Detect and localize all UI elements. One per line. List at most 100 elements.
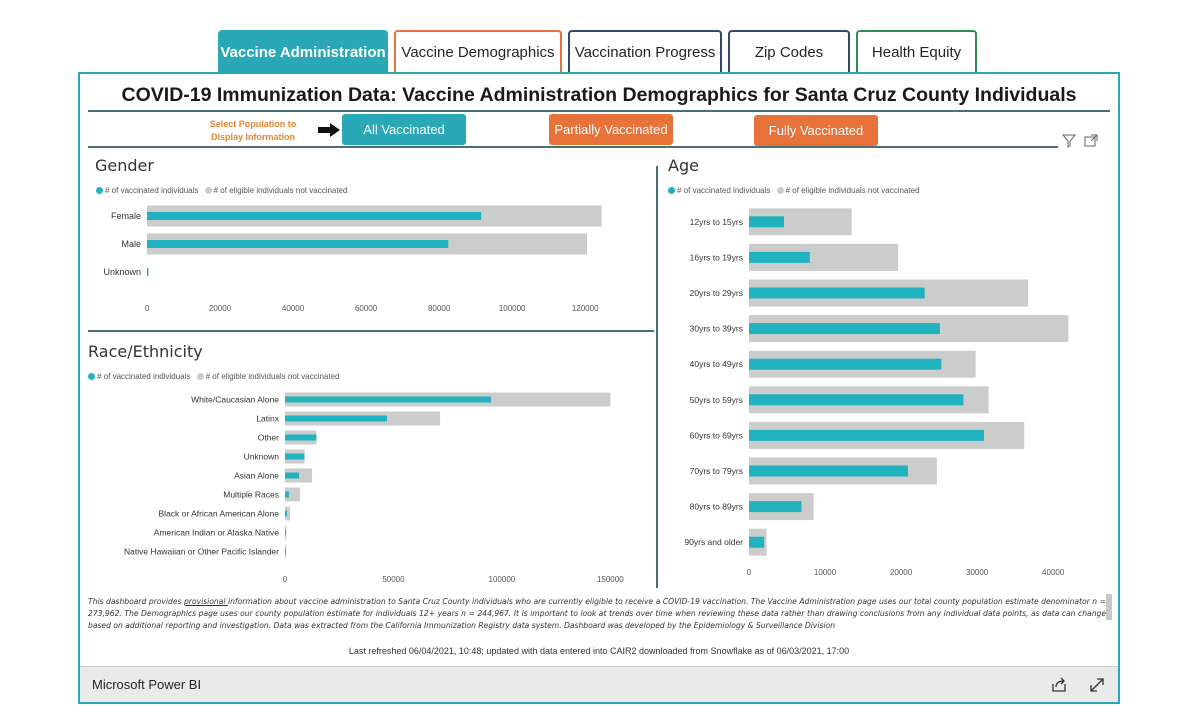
gender-chart-title: Gender xyxy=(95,156,154,175)
age-chart: 12yrs to 15yrs 16yrs to 19yrs 20yrs to 29y… xyxy=(684,208,1069,577)
tab-vaccine-demographics[interactable]: Vaccine Demographics xyxy=(394,30,562,72)
category-label: 80yrs to 89yrs xyxy=(690,502,743,512)
tick-label: 0 xyxy=(747,568,752,577)
category-label: Multiple Races xyxy=(223,490,279,500)
legend-vaccinated: # of vaccinated individuals xyxy=(97,372,191,381)
bar-vaccinated[interactable] xyxy=(749,251,810,263)
footnote-part2: information about vaccine administration… xyxy=(88,597,1106,630)
legend-dot-vaccinated xyxy=(668,187,675,194)
bar-vaccinated[interactable] xyxy=(285,529,286,536)
tab-vaccine-administration[interactable]: Vaccine Administration xyxy=(218,30,388,72)
category-label: 12yrs to 15yrs xyxy=(690,217,743,227)
vertical-divider xyxy=(656,166,658,588)
bar-vaccinated[interactable] xyxy=(147,240,449,248)
share-icon[interactable] xyxy=(1050,676,1068,694)
race-chart-title: Race/Ethnicity xyxy=(88,342,203,361)
bar-vaccinated[interactable] xyxy=(285,396,492,403)
powerbi-footer: Microsoft Power BI xyxy=(80,666,1118,702)
page-title: COVID-19 Immunization Data: Vaccine Admi… xyxy=(121,84,1077,106)
last-refreshed-text: Last refreshed 06/04/2021, 10:48; update… xyxy=(348,646,850,656)
category-label: Asian Alone xyxy=(234,471,279,481)
age-chart-title: Age xyxy=(668,156,699,175)
category-label: 70yrs to 79yrs xyxy=(690,466,743,476)
category-label: Unknown xyxy=(244,452,280,462)
bar-vaccinated[interactable] xyxy=(749,323,940,335)
title-divider xyxy=(88,110,1110,112)
bar-vaccinated[interactable] xyxy=(749,287,925,299)
gender-chart: Female Male Unknown 0 20000 40000 60000 80000 10… xyxy=(103,205,602,312)
race-legend: # of vaccinated individuals # of eligibl… xyxy=(88,372,340,381)
bar-vaccinated[interactable] xyxy=(749,465,908,477)
footnote-text: This dashboard provides provisional info… xyxy=(88,596,1106,640)
bar-vaccinated[interactable] xyxy=(749,358,942,370)
category-label: Other xyxy=(258,433,279,443)
tab-health-equity[interactable]: Health Equity xyxy=(856,30,977,72)
bar-vaccinated[interactable] xyxy=(147,268,149,276)
tab-vaccination-progress[interactable]: Vaccination Progress xyxy=(568,30,722,72)
legend-dot-vaccinated xyxy=(96,187,103,194)
gender-legend: # of vaccinated individuals # of eligibl… xyxy=(96,186,348,195)
legend-dot-not-vaccinated xyxy=(196,373,204,380)
legend-dot-vaccinated xyxy=(88,373,95,380)
bar-vaccinated[interactable] xyxy=(749,216,784,228)
tick-label: 50000 xyxy=(382,575,405,584)
bar-vaccinated[interactable] xyxy=(749,536,765,548)
legend-vaccinated: # of vaccinated individuals xyxy=(677,186,771,195)
tick-label: 40000 xyxy=(1042,568,1065,577)
partially-vaccinated-button[interactable]: Partially Vaccinated xyxy=(549,114,673,145)
category-label: 20yrs to 29yrs xyxy=(690,288,743,298)
bar-vaccinated[interactable] xyxy=(285,434,317,441)
buttons-divider xyxy=(88,146,1058,148)
category-label: 40yrs to 49yrs xyxy=(690,359,743,369)
category-label: 60yrs to 69yrs xyxy=(690,430,743,440)
tick-label: 0 xyxy=(283,575,288,584)
fullscreen-icon[interactable] xyxy=(1088,676,1106,694)
bar-vaccinated[interactable] xyxy=(285,415,387,422)
bar-vaccinated[interactable] xyxy=(749,501,802,513)
category-label: 16yrs to 19yrs xyxy=(690,252,743,262)
filter-icon[interactable] xyxy=(1062,134,1076,148)
bar-not-vaccinated[interactable] xyxy=(285,506,290,521)
bar-vaccinated[interactable] xyxy=(285,453,305,460)
legend-not-vaccinated: # of eligible individuals not vaccinated xyxy=(205,372,340,381)
age-legend: # of vaccinated individuals # of eligibl… xyxy=(668,186,920,195)
select-population-label: Select Population to Display Information xyxy=(209,119,297,142)
powerbi-brand[interactable]: Microsoft Power BI xyxy=(92,677,202,692)
footnote-scrollbar[interactable] xyxy=(1106,594,1112,620)
category-label: Native Hawaiian or Other Pacific Islande… xyxy=(124,547,279,557)
tick-label: 20000 xyxy=(890,568,913,577)
category-label: Male xyxy=(121,239,141,249)
bar-vaccinated[interactable] xyxy=(285,548,286,555)
category-label: Unknown xyxy=(103,267,141,277)
bar-vaccinated[interactable] xyxy=(285,472,300,479)
bar-vaccinated[interactable] xyxy=(749,394,964,406)
bar-vaccinated[interactable] xyxy=(147,212,482,220)
all-vaccinated-button[interactable]: All Vaccinated xyxy=(342,114,466,145)
category-label: Latinx xyxy=(256,414,279,424)
bar-vaccinated[interactable] xyxy=(285,510,287,517)
footnote-provisional: provisional xyxy=(183,597,228,606)
legend-dot-not-vaccinated xyxy=(776,187,784,194)
bar-vaccinated[interactable] xyxy=(749,429,984,441)
tick-label: 0 xyxy=(145,304,150,312)
focus-mode-icon[interactable] xyxy=(1084,134,1098,148)
race-chart: White/Caucasian Alone Latinx Other Unknown A… xyxy=(124,392,624,584)
fully-vaccinated-button[interactable]: Fully Vaccinated xyxy=(754,115,878,146)
category-label: 50yrs to 59yrs xyxy=(690,395,743,405)
tick-label: 30000 xyxy=(966,568,989,577)
bar-not-vaccinated[interactable] xyxy=(285,487,301,502)
bar-vaccinated[interactable] xyxy=(285,491,289,498)
category-label: 90yrs and older xyxy=(684,537,743,547)
category-label: Female xyxy=(111,211,141,221)
legend-not-vaccinated: # of eligible individuals not vaccinated xyxy=(785,186,920,195)
tick-label: 40000 xyxy=(282,304,305,312)
tick-label: 120000 xyxy=(572,304,599,312)
tick-label: 150000 xyxy=(597,575,624,584)
tick-label: 20000 xyxy=(209,304,232,312)
footnote-part1: This dashboard provides xyxy=(88,597,184,606)
report-canvas: COVID-19 Immunization Data: Vaccine Admi… xyxy=(78,72,1120,704)
category-label: White/Caucasian Alone xyxy=(191,395,279,405)
tick-label: 100000 xyxy=(499,304,526,312)
tab-zip-codes[interactable]: Zip Codes xyxy=(728,30,850,72)
tick-label: 100000 xyxy=(489,575,516,584)
